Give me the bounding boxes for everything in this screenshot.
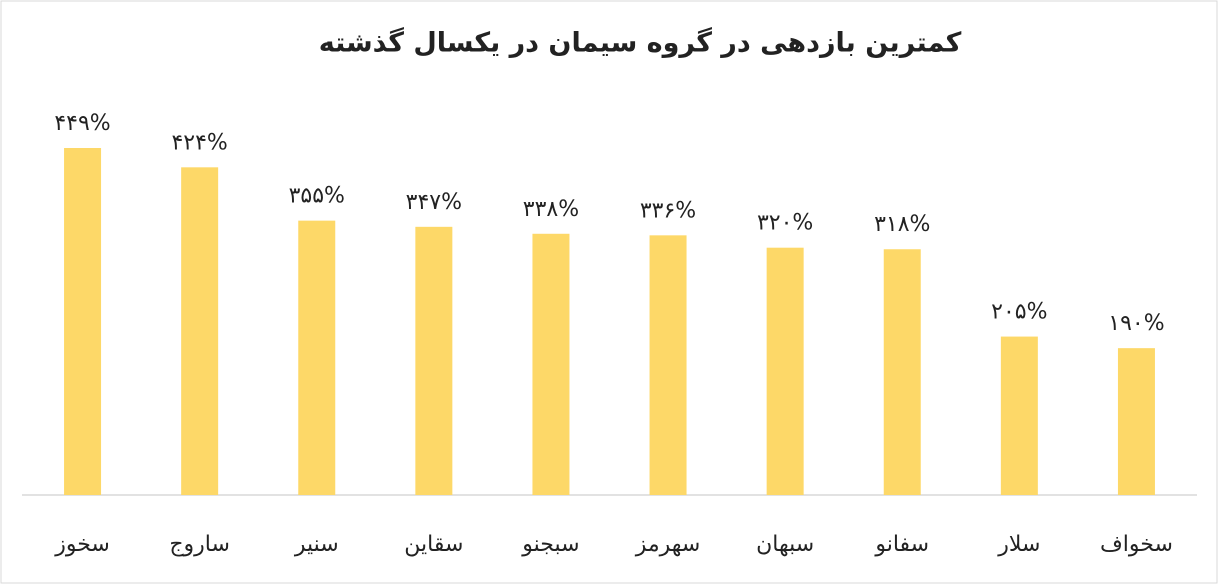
x-tick-label: سنیر <box>294 532 339 557</box>
bar <box>649 235 687 495</box>
value-label: ۲۰۵% <box>991 300 1047 325</box>
value-label: ۳۱۸% <box>874 212 930 237</box>
bar <box>883 249 921 495</box>
x-tick-label: ساروج <box>169 532 230 557</box>
bar <box>1117 348 1155 495</box>
x-tick-label: سخوز <box>54 532 110 557</box>
bar <box>298 220 336 495</box>
x-tick-label: سلار <box>997 532 1040 557</box>
value-label: ۳۳۸% <box>523 197 579 222</box>
value-label: ۳۵۵% <box>289 184 345 209</box>
value-label: ۳۴۷% <box>406 190 462 215</box>
x-tick-label: سبهان <box>756 532 814 557</box>
value-label: ۳۳۶% <box>640 198 696 223</box>
bar <box>64 148 102 495</box>
value-label: ۱۹۰% <box>1108 311 1164 336</box>
chart-title: کمترین بازدهی در گروه سیمان در یکسال گذش… <box>319 27 962 59</box>
x-tick-label: سفانو <box>874 532 929 557</box>
value-label: ۴۴۹% <box>54 111 110 136</box>
x-tick-label: سبجنو <box>521 532 579 557</box>
bar <box>415 226 453 496</box>
x-tick-label: سقاین <box>404 532 463 557</box>
x-tick-label: سخواف <box>1100 532 1173 557</box>
x-tick-label: سهرمز <box>635 532 701 557</box>
bar <box>1000 336 1038 495</box>
bar <box>766 247 804 495</box>
value-label: ۳۲۰% <box>757 211 813 236</box>
bar <box>181 167 219 495</box>
bar <box>532 233 570 495</box>
value-label: ۴۲۴% <box>171 130 227 155</box>
